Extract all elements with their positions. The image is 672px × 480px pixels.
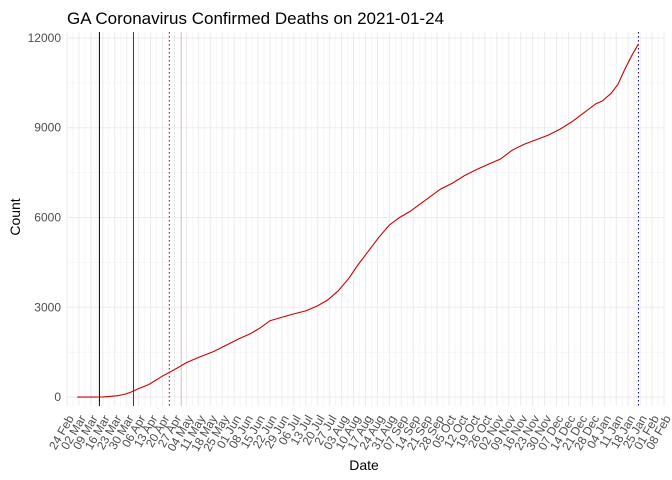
chart-title: GA Coronavirus Confirmed Deaths on 2021-… — [67, 9, 444, 28]
y-axis-title: Count — [7, 198, 23, 235]
y-tick-label: 6000 — [34, 211, 61, 225]
y-tick-label: 3000 — [34, 300, 61, 314]
series-layer — [77, 43, 639, 398]
event-lines — [98, 32, 639, 406]
series-line — [77, 43, 639, 398]
y-axis-ticks: 0 3000 6000 9000 12000 — [28, 31, 62, 404]
major-grid — [66, 32, 665, 406]
y-tick-label: 9000 — [34, 121, 61, 135]
y-tick-label: 0 — [54, 390, 61, 404]
y-tick-label: 12000 — [28, 31, 62, 45]
x-axis-title: Date — [349, 457, 379, 473]
